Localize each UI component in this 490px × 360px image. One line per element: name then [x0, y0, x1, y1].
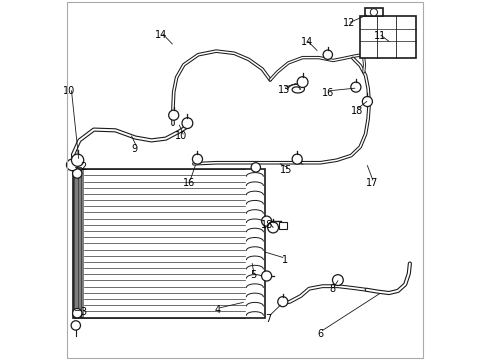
Text: 6: 6: [318, 329, 324, 339]
Circle shape: [73, 309, 82, 318]
Text: 9: 9: [131, 144, 138, 154]
Text: 15: 15: [280, 165, 293, 175]
Text: 13: 13: [278, 85, 290, 95]
Text: 18: 18: [261, 220, 273, 230]
Circle shape: [73, 169, 82, 178]
Circle shape: [292, 154, 302, 164]
Text: 5: 5: [250, 270, 256, 280]
Text: 3: 3: [80, 307, 86, 318]
Text: 7: 7: [265, 314, 271, 324]
Circle shape: [333, 275, 343, 285]
Text: 14: 14: [301, 37, 313, 48]
Circle shape: [323, 50, 333, 59]
Text: 16: 16: [183, 177, 195, 188]
Text: 18: 18: [351, 105, 364, 116]
Text: 11: 11: [374, 31, 386, 41]
Circle shape: [262, 271, 271, 281]
Text: 1: 1: [282, 255, 289, 265]
Text: 12: 12: [343, 18, 355, 28]
Circle shape: [370, 9, 377, 16]
Circle shape: [67, 159, 78, 171]
Text: 16: 16: [322, 88, 335, 98]
Circle shape: [182, 118, 193, 129]
Circle shape: [278, 297, 288, 307]
Bar: [279, 222, 287, 229]
Circle shape: [262, 216, 271, 226]
Text: 10: 10: [175, 131, 187, 141]
Circle shape: [169, 110, 179, 120]
Circle shape: [72, 154, 84, 166]
Bar: [360, 16, 416, 58]
Circle shape: [297, 77, 308, 87]
Circle shape: [351, 82, 361, 92]
Text: 2: 2: [80, 162, 86, 172]
Circle shape: [251, 163, 261, 172]
Circle shape: [71, 321, 80, 330]
Circle shape: [193, 154, 202, 164]
Circle shape: [363, 96, 372, 107]
Text: 8: 8: [329, 284, 335, 294]
Text: 14: 14: [155, 30, 168, 40]
Text: 17: 17: [366, 177, 378, 188]
Bar: [365, 8, 383, 16]
Text: 10: 10: [63, 86, 75, 96]
Text: 4: 4: [215, 305, 221, 315]
Bar: [73, 169, 265, 318]
Circle shape: [268, 222, 278, 233]
